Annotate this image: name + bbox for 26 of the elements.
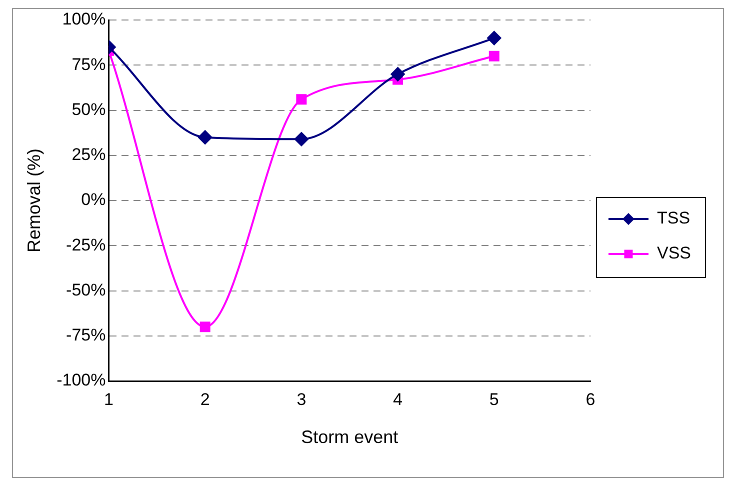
y-tick-label: 50%	[72, 100, 106, 119]
point	[487, 31, 502, 46]
point	[198, 130, 212, 144]
x-axis-title: Storm event	[301, 427, 398, 448]
y-tick-label: 0%	[81, 190, 106, 210]
point	[296, 94, 307, 105]
y-tick-label: 25%	[72, 145, 106, 164]
point	[294, 132, 308, 146]
y-axis-title: Removal (%)	[24, 148, 44, 253]
legend-label: TSS	[656, 208, 690, 228]
x-tick-label: 5	[489, 390, 499, 409]
x-tick-label: 1	[104, 390, 114, 409]
x-tick-label: 6	[586, 390, 596, 409]
point	[200, 322, 210, 332]
y-tick-label: -50%	[66, 280, 106, 300]
point	[390, 67, 405, 82]
x-tick-label: 4	[393, 390, 403, 409]
y-tick-label: -100%	[56, 370, 106, 390]
x-tick-label: 2	[200, 390, 210, 409]
point	[488, 50, 500, 62]
x-tick-label: 3	[296, 390, 306, 409]
y-tick-label: -25%	[66, 235, 106, 254]
y-tick-label: 75%	[72, 54, 106, 74]
y-tick-label: 100%	[62, 10, 106, 29]
y-tick-label: -75%	[66, 326, 106, 345]
legend-label: VSS	[656, 244, 692, 263]
